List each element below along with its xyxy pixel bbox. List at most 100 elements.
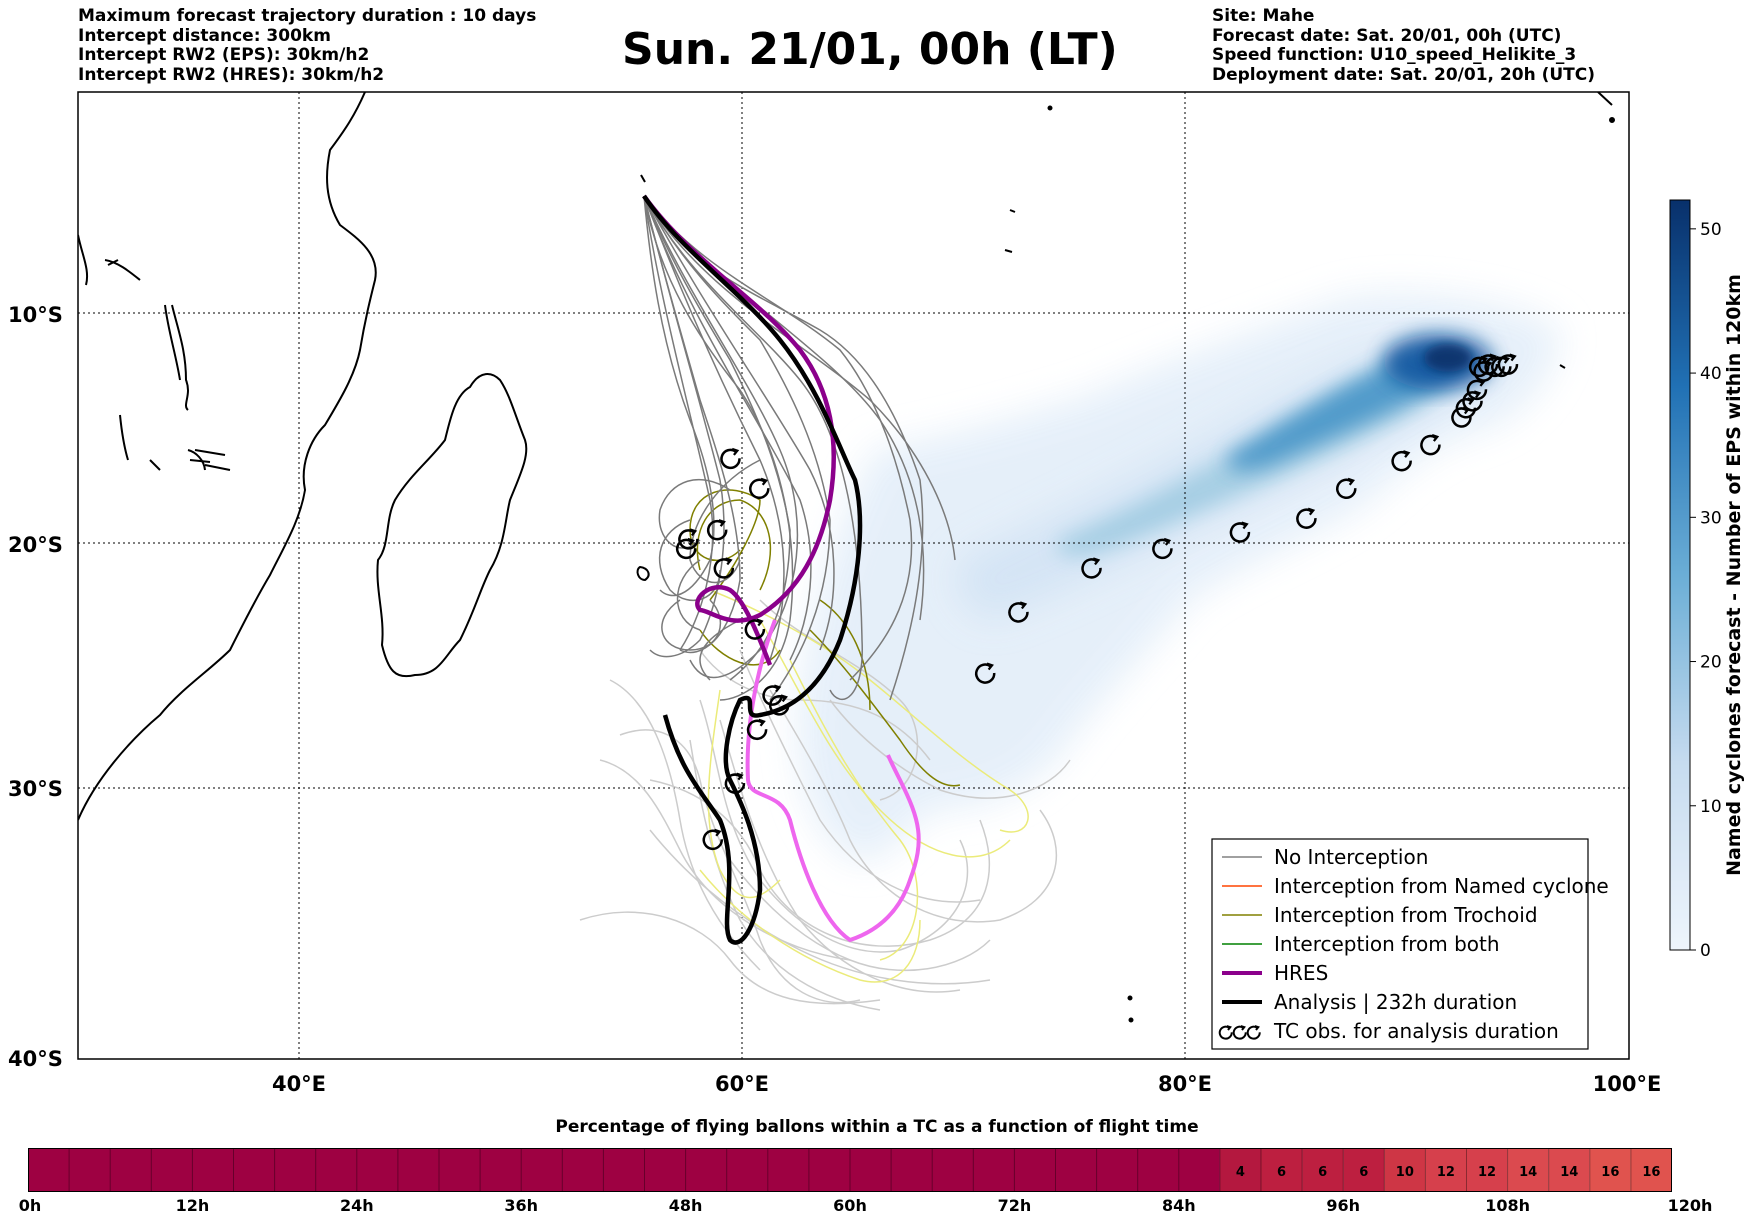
graticule [78, 92, 1629, 1059]
analysis-trajectory [642, 194, 863, 945]
param-line: Intercept RW2 (EPS): 30km/h2 [78, 45, 370, 65]
colorbar-tick-label: 50 [1700, 220, 1722, 240]
colorbar-cell-label: 16 [1601, 1165, 1619, 1180]
tc-symbol-icon [706, 519, 728, 541]
legend-item: Analysis | 232h duration [1222, 990, 1517, 1014]
tc-symbol-icon [702, 828, 724, 851]
lon-label: 100°E [1593, 1072, 1662, 1096]
flight-time-tick: 72h [997, 1196, 1032, 1215]
tc-symbol-icon [746, 718, 768, 741]
tc-symbol-icon [1218, 1025, 1233, 1040]
hres-extended-trajectory [745, 619, 921, 943]
colorbar-cell [1261, 1148, 1303, 1192]
colorbar-cell [1589, 1148, 1631, 1192]
tc-symbol-icon [762, 684, 783, 706]
cyclone-colorbar: 0 10 20 30 40 50 Named cyclones forecast - Nu… [1669, 199, 1745, 961]
flight-time-tick: 48h [668, 1196, 703, 1215]
colorbar-cell [1343, 1148, 1385, 1192]
flight-time-tick: 60h [833, 1196, 867, 1215]
flight-time-tick: 24h [339, 1196, 374, 1215]
tc-symbol-icon [1296, 507, 1317, 529]
tc-symbol-icon [1229, 521, 1251, 543]
colorbar-tick-label: 20 [1700, 653, 1722, 673]
lon-label: 60°E [715, 1072, 769, 1096]
colorbar-cell-label: 4 [1236, 1165, 1245, 1180]
tc-symbol-icon [768, 694, 790, 716]
flight-time-colorbar: 4 6 6 6 10 12 12 14 14 16 16 [28, 1148, 1672, 1192]
tc-symbol-icon [1420, 434, 1441, 456]
colorbar-cell-label: 12 [1437, 1165, 1455, 1180]
coastlines [78, 92, 1615, 1023]
legend-label: Interception from both [1274, 932, 1500, 956]
colorbar-cell [1425, 1148, 1467, 1192]
tc-symbol-icon [724, 772, 746, 794]
legend-item: Interception from Named cyclone [1222, 874, 1609, 898]
lat-label: 40°S [8, 1047, 63, 1071]
legend-label: No Interception [1274, 845, 1428, 869]
flight-time-tick: 120h [1667, 1196, 1713, 1215]
hres-trajectory [642, 194, 836, 666]
tc-symbol-icon [1232, 1025, 1247, 1040]
colorbar-cell [1630, 1148, 1672, 1192]
tc-symbol-icon [1336, 477, 1357, 500]
colorbar-cell-label: 12 [1478, 1165, 1496, 1180]
legend-item: HRES [1222, 961, 1328, 985]
colorbar-cell-label: 14 [1560, 1165, 1578, 1180]
colorbar-tick-label: 0 [1700, 941, 1711, 961]
tc-symbol-icon [749, 477, 770, 500]
latitude-labels: 10°S 20°S 30°S 40°S [8, 303, 63, 1071]
tc-symbol-icon [1455, 397, 1477, 419]
legend-item: Interception from Trochoid [1222, 903, 1538, 927]
tc-obs-markers [675, 353, 1519, 851]
late-trajectories [579, 599, 1071, 1011]
legend-label: Analysis | 232h duration [1274, 990, 1517, 1014]
colorbar-tick-label: 40 [1700, 364, 1722, 384]
param-line: Maximum forecast trajectory duration : 1… [78, 6, 537, 26]
tc-symbol-icon [974, 662, 996, 684]
legend-box [1211, 838, 1589, 1050]
info-line: Deployment date: Sat. 20/01, 20h (UTC) [1212, 64, 1596, 85]
lat-label: 10°S [8, 303, 63, 327]
legend-label: Interception from Named cyclone [1274, 874, 1609, 898]
trochoid-trajectories [699, 589, 1029, 983]
site-info: Site: Mahe Forecast date: Sat. 20/01, 00… [1212, 6, 1596, 85]
tc-symbol-icon [1497, 353, 1519, 375]
param-line: Intercept RW2 (HRES): 30km/h2 [78, 64, 385, 85]
tc-symbol-icon [678, 528, 699, 550]
tc-symbol-icon [1152, 537, 1173, 560]
lon-label: 80°E [1158, 1072, 1212, 1096]
flight-time-tick: 84h [1161, 1196, 1196, 1215]
legend-label: Interception from Trochoid [1274, 903, 1538, 927]
colorbar-cell [1466, 1148, 1508, 1192]
colorbar-cell [1302, 1148, 1344, 1192]
tc-symbol-icon [1008, 601, 1029, 623]
info-line: Site: Mahe [1212, 6, 1315, 26]
flight-time-tick: 96h [1326, 1196, 1361, 1215]
map-frame [77, 91, 1630, 1060]
cyclone-density-field [798, 294, 1560, 862]
colorbar-cell-label: 6 [1318, 1165, 1327, 1180]
colorbar-cell-zero [28, 1148, 1220, 1192]
colorbar-tick-label: 10 [1700, 797, 1722, 817]
tc-symbol-icon [1081, 557, 1102, 579]
tc-symbol-icon [1391, 450, 1412, 472]
legend: No Interception Interception from Named c… [1211, 838, 1609, 1050]
tc-symbol-icon [744, 618, 766, 640]
colorbar-cell-label: 6 [1359, 1165, 1368, 1180]
colorbar-label: Named cyclones forecast - Number of EPS … [1723, 274, 1745, 876]
colorbar-cell-label: 6 [1277, 1165, 1286, 1180]
flight-time-tick: 108h [1485, 1196, 1530, 1215]
page-title: Sun. 21/01, 00h (LT) [622, 24, 1118, 75]
colorbar-cell [1548, 1148, 1590, 1192]
tc-symbol-icon [1462, 390, 1483, 412]
flight-time-tick: 0h [18, 1196, 42, 1215]
tc-symbol-icon [1246, 1025, 1261, 1040]
bottom-colorbar-title: Percentage of flying ballons within a TC… [555, 1117, 1199, 1137]
tc-symbol-icon [675, 537, 697, 560]
tc-symbol-icon [1473, 360, 1494, 382]
legend-item-tc-obs: TC obs. for analysis duration [1218, 1019, 1559, 1043]
param-line: Intercept distance: 300km [78, 25, 331, 46]
lat-label: 20°S [8, 533, 63, 557]
colorbar-cell-label: 16 [1642, 1165, 1660, 1180]
